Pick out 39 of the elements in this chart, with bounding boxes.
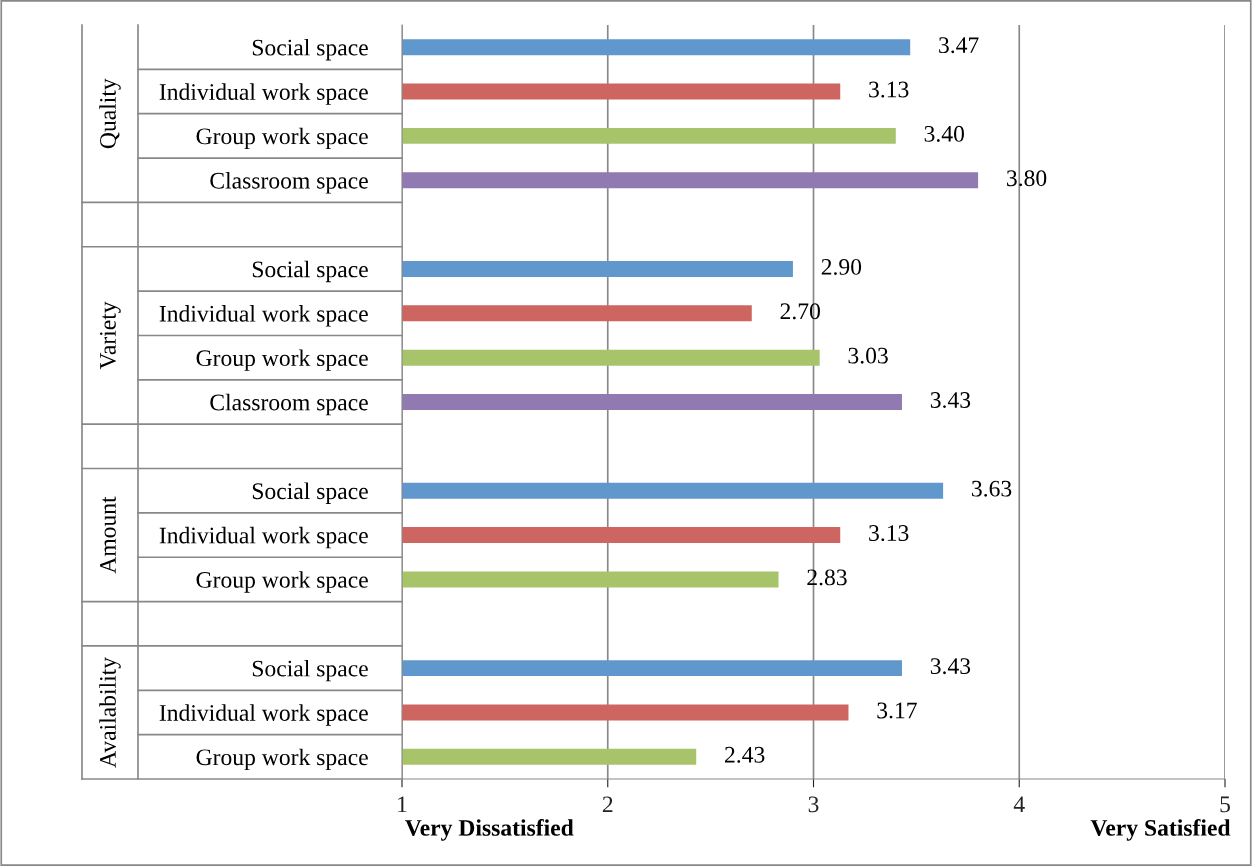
text: Quality [99,78,121,149]
y-tick-label: Social space [252,482,368,504]
x-tick-label: 2 [602,796,613,813]
y-tick-label: Individual work space [159,526,368,549]
y-tick-label: Individual work space [159,83,368,105]
data-label: 2.70 [780,303,820,320]
x-tick-label: 1 [398,796,407,813]
y-tick-label: Group work space [196,748,368,771]
data-label: 3.43 [930,658,971,675]
data-label: 3.13 [869,525,909,542]
y-tick-label: Individual work space [159,305,368,327]
data-label: 3.63 [972,480,1012,497]
text: Variety [99,301,121,370]
y-tick-label: Social space [252,38,368,61]
y-tick-label: Classroom space [210,172,368,194]
data-label: 3.47 [939,37,979,54]
data-label: 3.43 [930,392,971,409]
text: Amount [100,496,116,574]
y-tick-label: Group work space [196,127,368,150]
y-tick-label: Social space [252,659,368,682]
data-label: 3.17 [877,702,917,719]
text: Very Dissatisfied [405,819,574,841]
data-label: 3.03 [848,347,888,364]
data-label: 2.90 [821,258,862,275]
data-label: 3.80 [1007,170,1047,187]
text: Very Satisfied [1090,819,1231,841]
x-tick-label: 3 [808,796,819,813]
text: Availability [99,657,121,768]
data-label: 2.43 [725,746,765,763]
y-tick-label: Individual work space [159,704,368,726]
x-tick-label: 4 [1013,796,1025,813]
x-tick-label: 5 [1220,796,1230,813]
y-tick-label: Group work space [196,349,368,371]
y-tick-label: Social space [252,260,368,283]
y-tick-label: Classroom space [210,393,368,416]
data-label: 3.13 [869,81,909,98]
y-tick-label: Group work space [196,571,368,593]
data-label: 3.40 [924,125,964,142]
data-label: 2.83 [807,569,847,586]
